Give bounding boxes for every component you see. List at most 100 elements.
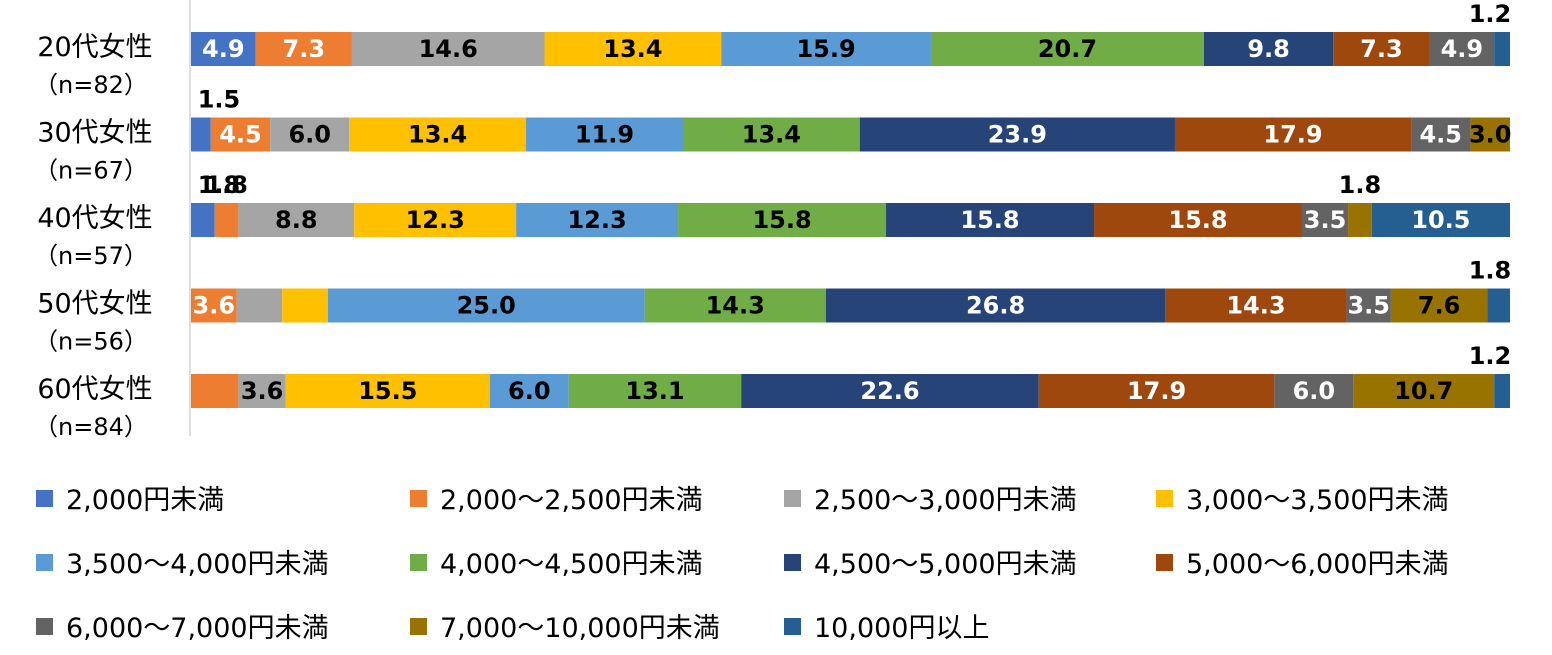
legend-swatch: [1156, 554, 1173, 571]
category-label: 20代女性（n=82）: [34, 32, 153, 99]
data-label: 3.6: [241, 377, 284, 405]
data-label: 25.0: [457, 292, 516, 320]
legend-swatch: [410, 490, 427, 507]
legend-label: 7,000～10,000円未満: [440, 613, 720, 644]
bar-segment: [568, 374, 742, 408]
data-label-outside: 1.8: [1339, 171, 1382, 199]
legend-swatch: [1156, 490, 1173, 507]
data-label: 12.3: [406, 206, 465, 234]
bar-segment: [1094, 203, 1303, 237]
bar-segment: [1429, 32, 1495, 66]
bar-segment: [1346, 288, 1391, 323]
data-label: 4.5: [219, 121, 262, 149]
legend-label: 2,500～3,000円未満: [814, 485, 1077, 516]
data-label: 15.8: [752, 206, 811, 234]
data-label: 17.9: [1263, 121, 1322, 149]
bar-segment: [191, 374, 239, 408]
data-label-outside: 1.5: [198, 86, 241, 114]
data-label: 15.9: [796, 35, 855, 63]
bar-segment: [354, 203, 517, 237]
data-label: 6.0: [288, 121, 331, 149]
data-label: 4.9: [202, 35, 245, 63]
legend-swatch: [36, 618, 53, 635]
bar-segment: [1494, 374, 1510, 408]
data-label: 13.1: [625, 377, 684, 405]
category-label: 50代女性（n=56）: [34, 289, 153, 356]
data-label: 12.3: [567, 206, 626, 234]
data-label: 14.6: [419, 35, 478, 63]
category-label: 60代女性（n=84）: [34, 374, 153, 441]
category-label: 40代女性（n=57）: [34, 203, 153, 270]
bar-segment: [351, 32, 545, 66]
bar-segment: [1390, 288, 1488, 323]
bar-segment: [721, 32, 931, 66]
legend-swatch: [784, 554, 801, 571]
bar-segment: [930, 32, 1204, 66]
bar-segment: [1348, 203, 1372, 237]
legend-label: 2,000円未満: [66, 485, 224, 516]
bar-segment: [191, 117, 211, 152]
data-label: 23.9: [988, 121, 1047, 149]
data-label: 4.9: [1441, 35, 1484, 63]
data-label: 3.6: [193, 292, 236, 320]
legend-label: 2,000～2,500円未満: [440, 485, 703, 516]
bar-segment: [285, 374, 490, 408]
bar-segment: [489, 374, 569, 408]
legend-label: 3,000～3,500円未満: [1186, 485, 1449, 516]
data-label: 13.4: [742, 121, 801, 149]
data-label: 10.5: [1411, 206, 1470, 234]
legend-label: 3,500～4,000円未満: [66, 549, 329, 580]
bar-segment: [1411, 117, 1471, 152]
data-label: 10.7: [1394, 377, 1453, 405]
bar-segment: [682, 117, 860, 152]
bar-segment: [1203, 32, 1334, 66]
bar-segment: [741, 374, 1039, 408]
data-label-outside: 1.2: [1469, 0, 1512, 28]
legend-swatch: [410, 554, 427, 571]
data-label-outside: 1.8: [198, 171, 241, 199]
data-label: 6.0: [1293, 377, 1336, 405]
data-label-outside: 1.8: [1469, 257, 1512, 285]
data-label: 11.9: [575, 121, 634, 149]
data-label: 15.8: [960, 206, 1019, 234]
bar-segment: [825, 288, 1166, 323]
bar-segment: [191, 32, 256, 66]
data-label: 6.0: [508, 377, 551, 405]
data-label: 3.5: [1347, 292, 1390, 320]
bar-segment: [238, 203, 355, 237]
bar-segment: [516, 203, 679, 237]
bar-segment: [191, 203, 215, 237]
bar-segment: [327, 288, 645, 323]
data-label: 14.3: [1226, 292, 1285, 320]
data-label: 26.8: [966, 292, 1025, 320]
data-label: 8.8: [275, 206, 318, 234]
bar-segment: [282, 288, 328, 323]
bar-segment: [1371, 203, 1510, 237]
bar-segment: [1494, 32, 1510, 66]
data-label: 15.5: [358, 377, 417, 405]
data-label-outside: 1.8: [205, 171, 248, 199]
bar-segment: [544, 32, 722, 66]
bar-segment: [1165, 288, 1347, 323]
bar-segment: [238, 374, 286, 408]
bar-segment: [236, 288, 283, 323]
category-label: 30代女性（n=67）: [34, 118, 153, 185]
bar-segment: [1353, 374, 1495, 408]
data-label: 9.8: [1247, 35, 1290, 63]
bar-segment: [526, 117, 683, 152]
bar-segment: [678, 203, 887, 237]
data-label: 15.8: [1168, 206, 1227, 234]
legend-label: 10,000円以上: [814, 613, 989, 644]
bar-segment: [255, 32, 352, 66]
bar-segment: [191, 288, 237, 323]
data-label: 4.5: [1419, 121, 1462, 149]
data-label-outside: 1.2: [1469, 342, 1512, 370]
bar-segment: [886, 203, 1095, 237]
legend-label: 4,500～5,000円未満: [814, 549, 1077, 580]
data-label: 3.5: [1304, 206, 1347, 234]
bar-segment: [1333, 32, 1430, 66]
bar-segment: [349, 117, 527, 152]
bar-segment: [1487, 288, 1510, 323]
legend-label: 6,000～7,000円未満: [66, 613, 329, 644]
